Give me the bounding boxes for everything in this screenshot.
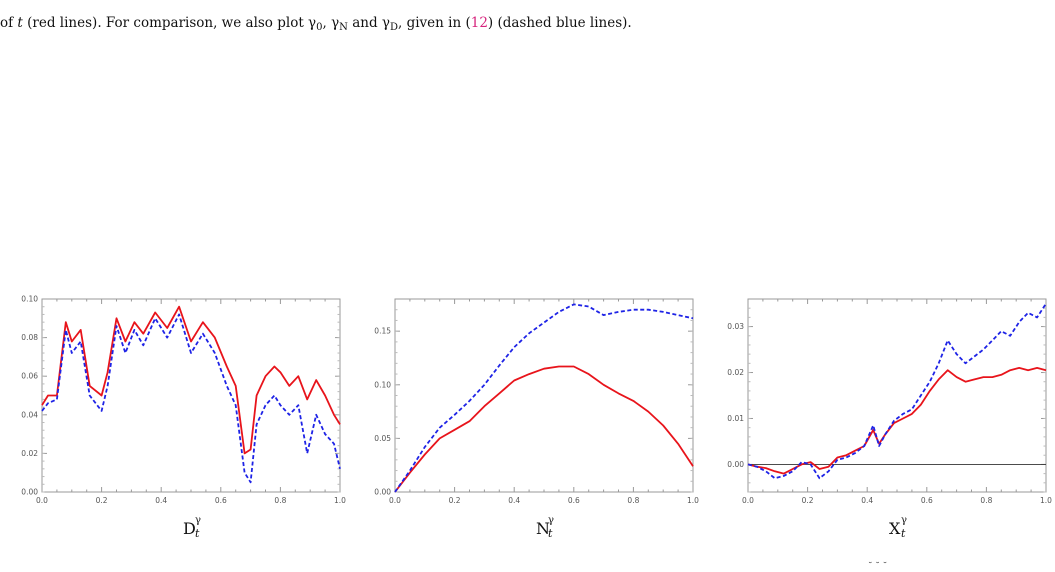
axis-label-sub: t: [195, 527, 200, 540]
plot-frame: [394, 298, 694, 493]
x-tick-label: 0.0: [36, 496, 48, 505]
x-tick-label: 1.0: [1040, 496, 1052, 505]
plot-d-gamma: 0.0 0.2 0.4 0.6 0.8 1.0 0.00 0.02 0.04 0.06 0.08 0.…: [21, 295, 346, 541]
x-tick-label: 0.8: [627, 496, 639, 505]
series-line-blue-dashed: [41, 313, 341, 484]
y-tick-label: 0.03: [727, 322, 744, 331]
x-tick-label: 0.0: [742, 496, 754, 505]
x-tick-label: 0.4: [508, 496, 520, 505]
series-line-red: [747, 367, 1047, 475]
x-tick-label: 0.8: [980, 496, 992, 505]
x-tick-label: 0.2: [96, 496, 108, 505]
axis-label-sup: γ: [901, 515, 907, 526]
caption-gamma: γ: [331, 15, 340, 31]
axis-label-sub: t: [548, 527, 553, 540]
caption-comma: ,: [322, 15, 327, 31]
x-tick-label: 0.0: [389, 496, 401, 505]
y-tick-label: 0.01: [727, 414, 744, 423]
axis-label-main: D: [183, 519, 196, 538]
x-tick-label: 0.8: [274, 496, 286, 505]
equation-ref-link[interactable]: 12: [470, 15, 488, 31]
axis-label-sub: t: [901, 527, 906, 540]
y-tick-label: 0.02: [21, 449, 38, 458]
caption-sub: N: [339, 22, 348, 33]
chart-svg: 0.0 0.2 0.4 0.6 0.8 1.0 0.00 0.02 0.04 0.06 0.08 0.…: [21, 295, 346, 506]
x-tick-label: 0.4: [155, 496, 167, 505]
chart-svg: 0.0 0.2 0.4 0.6 0.8 1.0 0.00 0.01 0.02 0.03: [727, 298, 1052, 505]
caption-sub: 0: [316, 22, 323, 33]
x-tick-label: 0.2: [802, 496, 814, 505]
caption-gamma: γ: [381, 15, 390, 31]
series-line-red: [394, 365, 694, 493]
y-tick-label: 0.06: [21, 372, 38, 381]
series-line-red: [41, 305, 341, 455]
caption-text: ) (dashed blue lines).: [487, 15, 632, 31]
plot-frame: [747, 298, 1047, 493]
axis-label-sup: γ: [195, 515, 201, 526]
axis-label-main: N: [536, 519, 550, 538]
series-line-blue-dashed: [394, 303, 694, 493]
y-tick-label: 0.04: [21, 410, 38, 419]
caption-var-t: t: [17, 15, 23, 31]
y-tick-label: 0.02: [727, 368, 744, 377]
y-tick-label: 0.08: [21, 333, 38, 342]
x-tick-label: 0.6: [568, 496, 580, 505]
x-tick-label: 0.2: [449, 496, 461, 505]
y-tick-label: 0.00: [374, 488, 391, 497]
x-tick-label: 0.6: [921, 496, 933, 505]
plot-frame: [41, 298, 341, 493]
chart-svg: 0.0 0.2 0.4 0.6 0.8 1.0 0.00 0.05 0.10 0.15: [374, 298, 699, 505]
axis-label-main: X: [889, 519, 901, 538]
axis-label-sup: γ: [548, 515, 554, 526]
y-tick-label: 0.10: [21, 295, 38, 304]
series-line-blue-dashed: [747, 303, 1047, 480]
caption-text: and: [352, 15, 378, 31]
x-tick-label: 1.0: [334, 496, 346, 505]
caption-text: (red lines). For comparison, we also plo…: [27, 15, 304, 31]
y-tick-label: 0.00: [727, 460, 744, 469]
caption-gamma: γ: [308, 15, 317, 31]
y-tick-label: 0.15: [374, 327, 391, 336]
caption-text: , given in (: [398, 15, 471, 31]
x-tick-label: 0.4: [861, 496, 873, 505]
caption-sub: D: [389, 22, 399, 33]
next-caption-fragment: ˘ ˘ ˘: [868, 562, 888, 572]
caption-text: of: [0, 15, 14, 31]
caption-line: of t (red lines). For comparison, we als…: [0, 15, 632, 33]
y-tick-label: 0.05: [374, 434, 391, 443]
y-tick-label: 0.10: [374, 380, 391, 389]
x-tick-label: 1.0: [687, 496, 699, 505]
x-tick-label: 0.6: [215, 496, 227, 505]
y-tick-label: 0.00: [21, 488, 38, 497]
